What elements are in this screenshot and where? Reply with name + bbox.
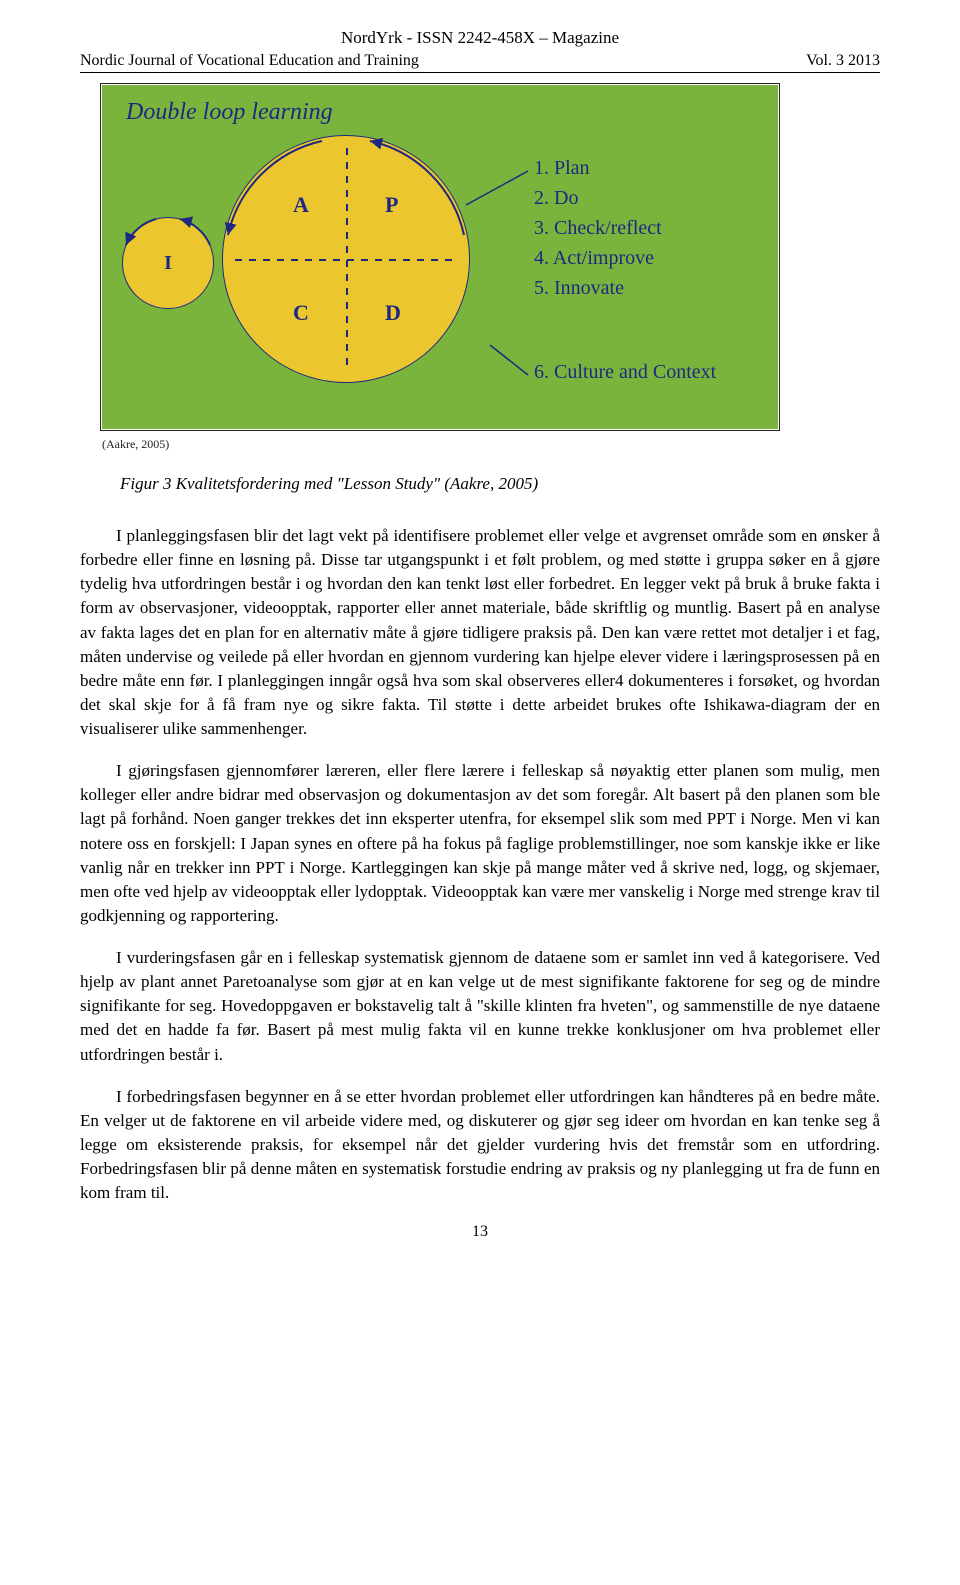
legend-do: 2. Do <box>534 183 662 213</box>
paragraph-4: I forbedringsfasen begynner en å se ette… <box>80 1085 880 1206</box>
page-number: 13 <box>80 1223 880 1241</box>
quadrant-P: P <box>385 192 398 218</box>
legend-plan: 1. Plan <box>534 153 662 183</box>
legend-check: 3. Check/reflect <box>534 213 662 243</box>
figure-caption: Figur 3 Kvalitetsfordering med "Lesson S… <box>120 474 880 494</box>
volume-info: Vol. 3 2013 <box>806 52 880 70</box>
pdca-big-circle: A P C D <box>222 135 470 383</box>
diagram-title: Double loop learning <box>126 99 333 126</box>
paragraph-2: I gjøringsfasen gjennomfører læreren, el… <box>80 759 880 928</box>
quadrant-A: A <box>293 192 309 218</box>
quadrant-grid-icon <box>223 136 471 384</box>
quadrant-C: C <box>293 300 309 326</box>
legend-list: 1. Plan 2. Do 3. Check/reflect 4. Act/im… <box>534 153 662 303</box>
paragraph-1: I planleggingsfasen blir det lagt vekt p… <box>80 524 880 741</box>
innovate-small-circle: I <box>122 217 214 309</box>
figure-frame: Double loop learning A P C D I <box>100 83 780 431</box>
legend-innovate: 5. Innovate <box>534 273 662 303</box>
double-loop-diagram: Double loop learning A P C D I <box>102 85 778 429</box>
running-head-line: Nordic Journal of Vocational Education a… <box>80 52 880 73</box>
quadrant-D: D <box>385 300 401 326</box>
figure-credit: (Aakre, 2005) <box>102 437 880 452</box>
legend-act: 4. Act/improve <box>534 243 662 273</box>
article-body: I planleggingsfasen blir det lagt vekt p… <box>80 524 880 1205</box>
document-page: NordYrk - ISSN 2242-458X – Magazine Nord… <box>0 0 960 1281</box>
paragraph-3: I vurderingsfasen går en i felleskap sys… <box>80 946 880 1067</box>
context-label: 6. Culture and Context <box>534 361 716 384</box>
small-circle-label: I <box>164 252 172 275</box>
running-head-issn: NordYrk - ISSN 2242-458X – Magazine <box>80 28 880 48</box>
journal-name: Nordic Journal of Vocational Education a… <box>80 52 419 70</box>
